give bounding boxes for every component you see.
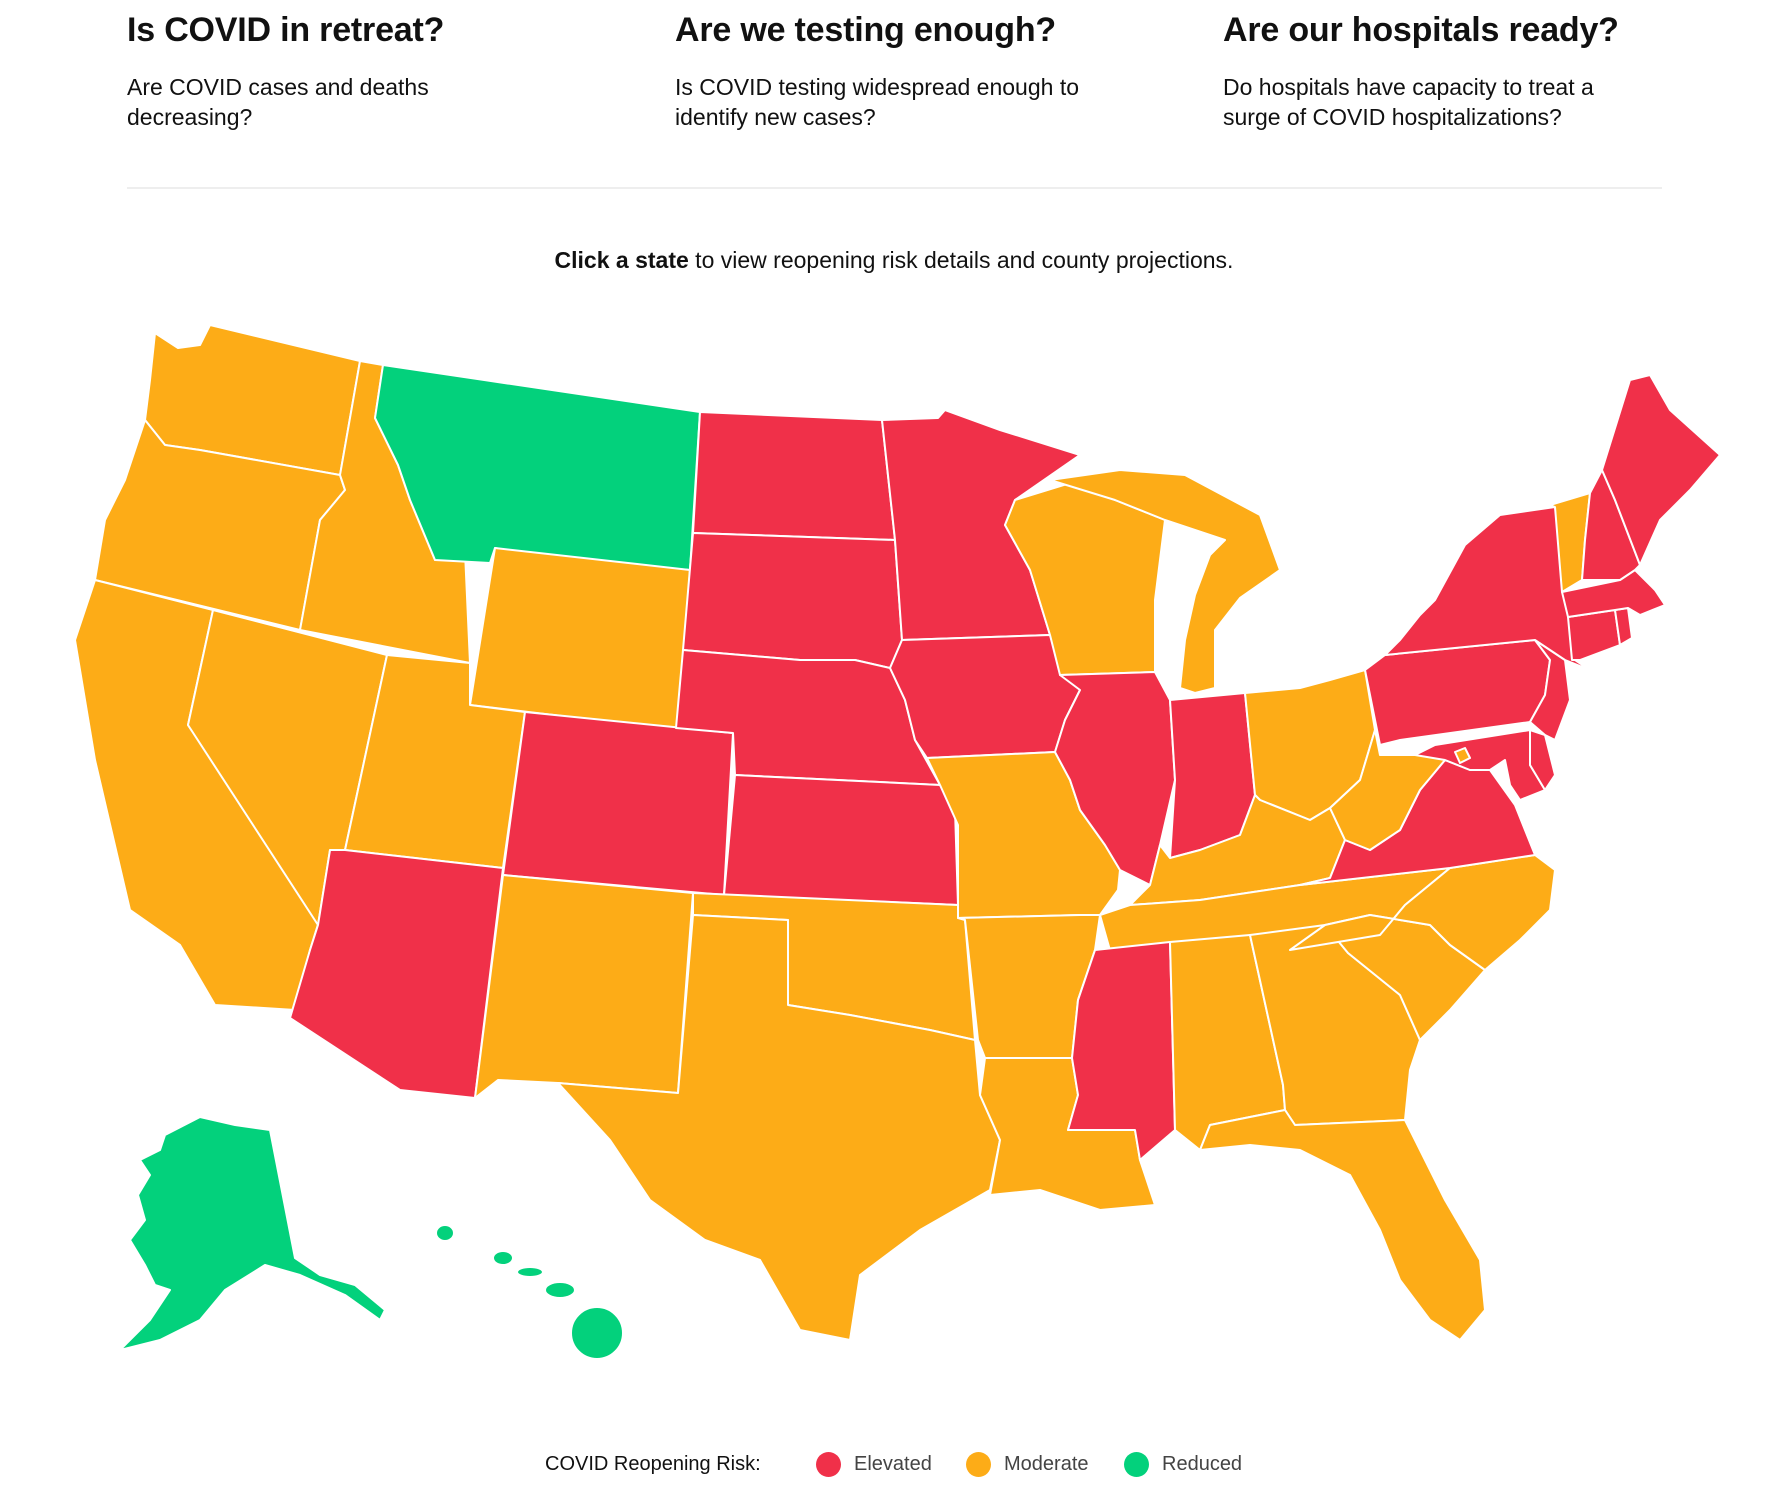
state-MI[interactable]	[1049, 469, 1281, 694]
state-FL[interactable]	[1199, 1109, 1486, 1341]
question-title: Is COVID in retreat?	[127, 11, 445, 49]
question-subtitle: Are COVID cases and deaths decreasing?	[127, 74, 429, 130]
legend-item-moderate: Moderate	[966, 1448, 1089, 1480]
question-card-retreat: Is COVID in retreat? Are COVID cases and…	[127, 8, 597, 132]
question-cards: Is COVID in retreat? Are COVID cases and…	[127, 0, 1662, 190]
state-KS[interactable]	[723, 774, 959, 906]
state-PA[interactable]	[1364, 639, 1551, 746]
map-instruction: Click a state to view reopening risk det…	[0, 247, 1788, 274]
legend-item-elevated: Elevated	[816, 1448, 932, 1480]
state-DE[interactable]	[1529, 729, 1556, 791]
state-NM[interactable]	[474, 874, 694, 1099]
elevated-dot-icon	[816, 1451, 841, 1477]
state-SD[interactable]	[682, 532, 903, 669]
state-ND[interactable]	[692, 411, 896, 541]
question-card-hospitals: Are our hospitals ready? Do hospitals ha…	[1223, 8, 1693, 132]
state-HI-molokai[interactable]	[516, 1266, 544, 1278]
state-HI-maui[interactable]	[544, 1281, 576, 1299]
risk-legend: COVID Reopening Risk: Elevated Moderate …	[0, 1445, 1788, 1485]
legend-label: Reduced	[1162, 1452, 1243, 1475]
instruction-bold: Click a state	[554, 247, 689, 273]
legend-label: Moderate	[1004, 1452, 1089, 1475]
question-subtitle: Do hospitals have capacity to treat a su…	[1223, 74, 1594, 130]
state-HI-oahu[interactable]	[492, 1250, 514, 1266]
divider	[127, 187, 1662, 189]
state-MD[interactable]	[1414, 729, 1546, 801]
instruction-rest: to view reopening risk details and count…	[688, 247, 1234, 273]
state-HI-hawaii[interactable]	[570, 1306, 624, 1360]
state-WY[interactable]	[469, 547, 691, 731]
state-ME[interactable]	[1601, 374, 1721, 566]
state-IA[interactable]	[889, 634, 1081, 759]
state-HI-kauai[interactable]	[435, 1224, 455, 1242]
state-TX[interactable]	[557, 914, 1001, 1341]
state-AK[interactable]	[119, 1116, 386, 1351]
reduced-dot-icon	[1124, 1451, 1149, 1477]
state-NJ[interactable]	[1529, 639, 1571, 741]
question-card-testing: Are we testing enough? Is COVID testing …	[675, 8, 1145, 132]
legend-label: Elevated	[854, 1452, 932, 1475]
state-CT[interactable]	[1567, 609, 1621, 661]
question-title: Are we testing enough?	[675, 11, 1056, 49]
question-subtitle: Is COVID testing widespread enough to id…	[675, 74, 1080, 130]
state-NC[interactable]	[1289, 854, 1556, 971]
us-risk-map	[74, 324, 1721, 1360]
legend-title: COVID Reopening Risk:	[545, 1453, 761, 1475]
question-title: Are our hospitals ready?	[1223, 11, 1619, 49]
state-DC[interactable]	[1454, 747, 1471, 764]
state-CO[interactable]	[502, 711, 734, 896]
moderate-dot-icon	[966, 1451, 991, 1477]
legend-item-reduced: Reduced	[1124, 1448, 1242, 1480]
